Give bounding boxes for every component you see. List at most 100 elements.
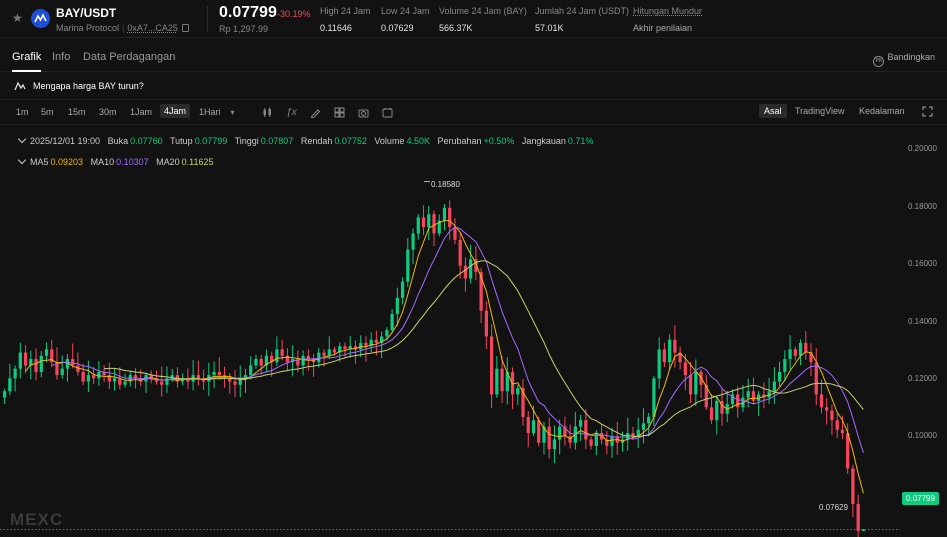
timeframe-4h[interactable]: 4Jam: [160, 104, 191, 118]
candle-body: [489, 336, 494, 395]
candle-body: [772, 381, 776, 392]
draw-icon[interactable]: [310, 107, 321, 118]
idr-price: Rp 1,297.99: [219, 24, 269, 34]
low-marker-label: 0.07629: [819, 503, 848, 512]
stat-countdown[interactable]: Hitungan Mundur Akhir penilaian: [633, 6, 702, 33]
candle-body: [751, 391, 756, 401]
stat-value: 0.07629: [381, 23, 414, 33]
ohlc-range: 0.71%: [567, 136, 594, 146]
insight-text: Mengapa harga BAY turun?: [33, 81, 144, 91]
protocol-name: Marina Protocol: [56, 23, 120, 33]
candle-body: [406, 249, 410, 282]
copy-icon[interactable]: [181, 24, 189, 32]
timeframe-1h[interactable]: 1Jam: [130, 107, 153, 117]
candle-body: [254, 359, 258, 366]
candle-body: [688, 375, 693, 395]
stat-label: Jumlah 24 Jam (USDT): [535, 6, 630, 16]
candle-body: [238, 378, 242, 385]
contract-address[interactable]: 0xA7...CA25: [127, 23, 178, 33]
compare-button[interactable]: PK Bandingkan: [873, 52, 935, 67]
timeframe-1m[interactable]: 1m: [16, 107, 29, 117]
stat-volume: Volume 24 Jam (BAY) 566.37K: [439, 6, 527, 33]
candle-body: [71, 359, 75, 366]
layout-icon[interactable]: [334, 107, 345, 118]
view-depth[interactable]: Kedalaman: [859, 106, 905, 116]
chart-toolbar: 1m 5m 15m 30m 1Jam 4Jam 1Hari ▾ ƒx Asal …: [0, 100, 947, 125]
pair-name[interactable]: BAY/USDT: [56, 6, 117, 20]
tab-grafik[interactable]: Grafik: [12, 51, 42, 63]
candle-body: [332, 349, 337, 353]
candle-body: [411, 233, 415, 250]
ohlc-date: 2025/12/01 19:00: [30, 136, 101, 146]
candle-body: [353, 346, 358, 350]
candle-body: [610, 436, 614, 446]
tab-info[interactable]: Info: [52, 51, 71, 63]
candle-body: [317, 352, 321, 363]
candle-body: [819, 394, 824, 408]
candle-body: [804, 342, 808, 353]
candle-body: [76, 365, 80, 372]
timeframe-15m[interactable]: 15m: [68, 107, 86, 117]
candle-body: [123, 381, 127, 385]
settings-icon[interactable]: [382, 107, 393, 118]
timeframe-1d[interactable]: 1Hari: [199, 107, 221, 117]
collapse-chevron-icon[interactable]: [17, 134, 27, 144]
ohlc-range-label: Jangkauan: [521, 136, 566, 146]
candle-body: [55, 362, 59, 376]
candle-body: [589, 439, 593, 446]
candle-body: [715, 400, 719, 421]
ma5-line: [25, 220, 864, 494]
camera-icon[interactable]: [358, 107, 369, 118]
compare-icon: PK: [873, 56, 885, 67]
candlestick-chart[interactable]: [0, 126, 947, 537]
candle-body: [558, 426, 562, 440]
candle-body: [547, 426, 551, 450]
candle-body: [8, 378, 12, 392]
candle-body: [102, 371, 106, 376]
fullscreen-icon[interactable]: [922, 106, 933, 117]
candle-body: [495, 368, 499, 395]
indicator-icon[interactable]: ƒx: [286, 107, 297, 118]
candle-body: [568, 436, 572, 443]
candle-body: [757, 394, 761, 401]
candle-body: [65, 359, 70, 369]
candle-body: [526, 416, 530, 434]
timeframe-5m[interactable]: 5m: [41, 107, 54, 117]
candle-body: [814, 362, 818, 395]
insight-row[interactable]: Mengapa harga BAY turun?: [0, 72, 947, 100]
candle-body: [846, 433, 850, 469]
candle-type-icon[interactable]: [262, 107, 273, 118]
ohlc-low-label: Rendah: [300, 136, 333, 146]
candle-body: [165, 378, 169, 385]
stat-high: High 24 Jam 0.11646: [320, 6, 371, 33]
price-chart[interactable]: 2025/12/01 19:00 Buka 0.07760 Tutup 0.0779…: [0, 126, 947, 537]
candle-body: [13, 368, 17, 379]
collapse-chevron-icon[interactable]: [17, 155, 27, 165]
timeframe-dropdown-icon[interactable]: ▾: [230, 108, 235, 117]
candle-body: [322, 352, 326, 356]
ma10-label: MA10: [90, 157, 115, 167]
candle-body: [2, 391, 7, 398]
candle-body: [301, 355, 305, 366]
candle-body: [709, 407, 714, 421]
candle-body: [39, 355, 43, 372]
timeframe-30m[interactable]: 30m: [99, 107, 117, 117]
candle-body: [212, 371, 216, 376]
candle-body: [233, 381, 237, 385]
candle-body: [432, 214, 436, 234]
candle-body: [306, 355, 310, 360]
active-tab-underline: [12, 70, 41, 72]
view-tradingview[interactable]: TradingView: [795, 106, 845, 116]
candle-body: [86, 375, 91, 382]
candle-body: [531, 420, 536, 434]
candle-body: [647, 416, 651, 424]
candle-body: [516, 387, 520, 395]
candle-body: [18, 352, 22, 369]
favorite-star-icon[interactable]: ★: [12, 11, 23, 25]
tab-trading-data[interactable]: Data Perdagangan: [83, 51, 176, 63]
view-original[interactable]: Asal: [759, 104, 787, 118]
candle-body: [160, 381, 164, 385]
ohlc-close-label: Tutup: [170, 136, 193, 146]
candle-body: [605, 439, 609, 446]
candle-body: [521, 387, 525, 417]
